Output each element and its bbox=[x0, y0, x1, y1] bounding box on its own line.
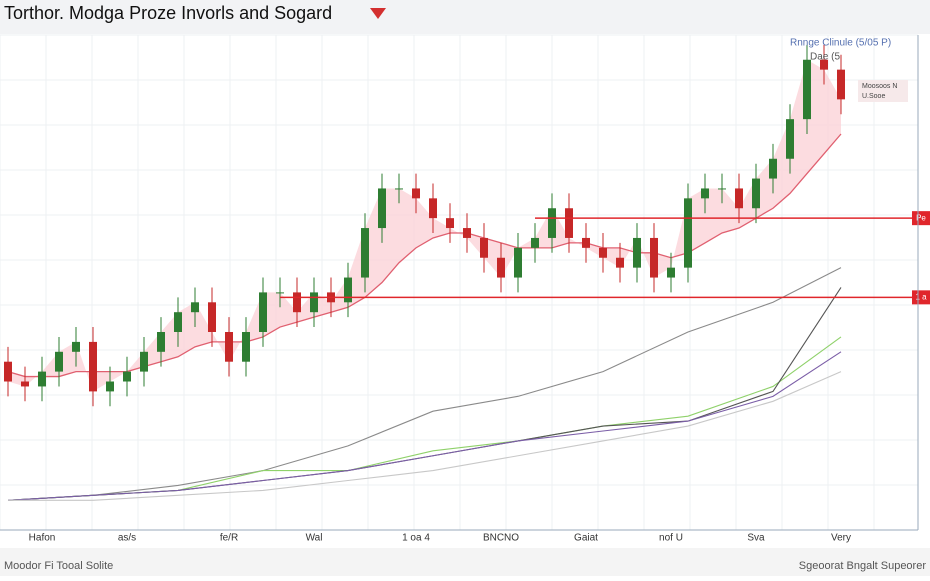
indicator-line bbox=[8, 371, 842, 501]
candle-body bbox=[395, 188, 403, 190]
candle-body bbox=[208, 302, 216, 332]
candle-body bbox=[140, 351, 148, 372]
legend-box-item: U.Sooe bbox=[862, 93, 885, 100]
candle-body bbox=[446, 218, 454, 229]
candle-body bbox=[548, 208, 556, 238]
candle-body bbox=[412, 188, 420, 199]
footer-left: Moodor Fi Tooal Solite bbox=[4, 560, 113, 572]
header bbox=[0, 0, 930, 34]
candle-body bbox=[157, 332, 165, 352]
candle-body bbox=[667, 267, 675, 278]
candle-body bbox=[4, 361, 12, 382]
legend-box-item: Moosoos N bbox=[862, 83, 897, 90]
legend-box bbox=[858, 80, 908, 102]
ma-band bbox=[8, 59, 841, 392]
candle-body bbox=[735, 188, 743, 209]
candle-body bbox=[497, 257, 505, 278]
x-tick-label: nof U bbox=[659, 533, 683, 544]
x-tick-label: 1 oa 4 bbox=[402, 533, 430, 544]
footer-right: Sgeoorat Bngalt Supeorer bbox=[799, 560, 927, 572]
candle-body bbox=[259, 292, 267, 332]
title-icon bbox=[370, 8, 386, 19]
x-tick-label: BNCNO bbox=[483, 533, 519, 544]
x-tick-label: Hafon bbox=[29, 533, 56, 544]
candle-body bbox=[89, 341, 97, 392]
level-label: 1 a bbox=[915, 292, 927, 301]
candle-body bbox=[463, 228, 471, 238]
candle-body bbox=[480, 237, 488, 258]
candle-body bbox=[837, 69, 845, 100]
x-tick-label: Wal bbox=[306, 533, 323, 544]
candle-body bbox=[344, 277, 352, 303]
legend-item: Dae (5 bbox=[810, 52, 840, 63]
candle-body bbox=[38, 371, 46, 387]
indicator-line bbox=[7, 336, 842, 501]
chart-title: Torthor. Modga Proze Invorls and Sogard bbox=[4, 3, 332, 23]
candle-body bbox=[820, 59, 828, 70]
candle-body bbox=[565, 208, 573, 238]
candle-body bbox=[378, 188, 386, 229]
candle-body bbox=[310, 292, 318, 313]
candle-body bbox=[72, 341, 80, 352]
candle-body bbox=[361, 228, 369, 278]
candle-body bbox=[21, 381, 29, 387]
x-tick-label: fe/R bbox=[220, 533, 238, 544]
indicator-line bbox=[7, 351, 842, 501]
candle-body bbox=[752, 178, 760, 209]
level-label: Pe bbox=[916, 213, 926, 222]
indicator-line bbox=[7, 267, 842, 501]
grid bbox=[0, 34, 918, 530]
plot: Pe 1 a bbox=[4, 44, 930, 501]
footer bbox=[0, 548, 930, 576]
candle-body bbox=[616, 257, 624, 268]
candle-body bbox=[769, 158, 777, 179]
candle-body bbox=[106, 381, 114, 392]
candle-body bbox=[718, 188, 726, 190]
candle-body bbox=[650, 237, 658, 278]
candle-body bbox=[55, 351, 63, 372]
indicator-line bbox=[7, 287, 842, 501]
candle-body bbox=[191, 302, 199, 313]
candle-body bbox=[803, 59, 811, 120]
candle-body bbox=[633, 237, 641, 268]
candle-body bbox=[582, 237, 590, 248]
level-tag bbox=[912, 211, 930, 226]
x-tick-label: Sva bbox=[747, 533, 765, 544]
candle-body bbox=[531, 237, 539, 248]
candle-body bbox=[514, 247, 522, 278]
candle-body bbox=[701, 188, 709, 199]
candle-body bbox=[174, 312, 182, 332]
candle-body bbox=[293, 292, 301, 313]
level-tag bbox=[912, 290, 930, 305]
legend-item: Rnnge Clinule (5/05 P) bbox=[790, 38, 891, 49]
x-tick-label: as/s bbox=[118, 533, 136, 544]
candle-body bbox=[123, 371, 131, 382]
candle-body bbox=[225, 332, 233, 362]
candle-body bbox=[786, 119, 794, 159]
x-tick-label: Gaiat bbox=[574, 533, 598, 544]
candle-body bbox=[599, 247, 607, 258]
candle-body bbox=[242, 332, 250, 362]
candle-body bbox=[684, 198, 692, 268]
candle-body bbox=[429, 198, 437, 219]
candle-body bbox=[276, 292, 284, 294]
x-tick-label: Very bbox=[831, 533, 851, 544]
